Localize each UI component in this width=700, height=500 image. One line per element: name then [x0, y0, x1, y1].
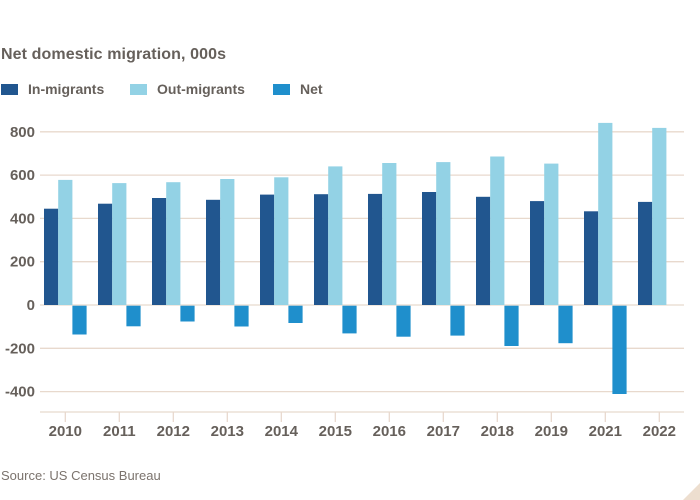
legend-label: Net: [300, 81, 323, 97]
y-axis-label: 400: [10, 210, 35, 227]
bar-in-migrants-2022: [638, 201, 653, 305]
x-axis-label-2016: 2016: [373, 423, 406, 440]
x-axis-label-2017: 2017: [427, 423, 460, 440]
bar-in-migrants-2014: [260, 194, 275, 305]
bar-out-migrants-2018: [490, 156, 505, 305]
bar-in-migrants-2019: [530, 201, 545, 305]
legend-item-in-migrants: In-migrants: [1, 81, 104, 97]
bar-out-migrants-2016: [382, 163, 397, 305]
bar-out-migrants-2022: [652, 127, 667, 306]
bar-out-migrants-2017: [436, 162, 451, 305]
bar-net-2015: [342, 305, 357, 334]
x-axis-label-2014: 2014: [265, 423, 299, 440]
bar-in-migrants-2013: [206, 199, 221, 305]
x-axis-label-2012: 2012: [157, 423, 190, 440]
y-axis-label: 800: [10, 124, 35, 141]
x-axis-label-2010: 2010: [49, 423, 82, 440]
x-axis-label-2013: 2013: [211, 423, 244, 440]
bar-out-migrants-2014: [274, 177, 289, 305]
legend: In-migrants Out-migrants Net: [0, 81, 700, 97]
y-axis-label: 600: [10, 167, 35, 184]
bar-net-2018: [504, 305, 519, 346]
legend-item-out-migrants: Out-migrants: [130, 81, 245, 97]
bar-net-2016: [396, 305, 411, 337]
bar-in-migrants-2015: [314, 194, 329, 305]
x-axis-label-2015: 2015: [319, 423, 352, 440]
legend-item-net: Net: [273, 81, 323, 97]
legend-label: In-migrants: [28, 81, 105, 97]
bar-in-migrants-2018: [476, 196, 491, 306]
bar-out-migrants-2015: [328, 166, 343, 305]
bar-net-2011: [126, 305, 141, 327]
x-axis-label-2019: 2019: [535, 423, 568, 440]
bar-net-2017: [450, 305, 465, 336]
y-axis-label: -400: [5, 384, 35, 401]
chart-title: Net domestic migration, 000s: [1, 46, 227, 63]
x-axis-label-2022: 2022: [643, 423, 676, 440]
legend-swatch-icon: [130, 83, 147, 95]
legend-label: Out-migrants: [157, 81, 245, 97]
bar-out-migrants-2021: [598, 122, 613, 306]
y-axis-label: 0: [27, 297, 35, 314]
bar-in-migrants-2010: [44, 208, 59, 305]
bar-out-migrants-2012: [166, 182, 181, 305]
bar-out-migrants-2013: [220, 179, 235, 305]
bar-out-migrants-2010: [58, 179, 73, 305]
bar-out-migrants-2019: [544, 163, 559, 305]
legend-swatch-icon: [1, 83, 18, 95]
source-note: Source: US Census Bureau: [1, 468, 161, 483]
bar-in-migrants-2016: [368, 193, 383, 305]
legend-swatch-icon: [273, 83, 290, 95]
x-axis-label-2011: 2011: [103, 423, 136, 440]
bar-in-migrants-2021: [584, 211, 599, 305]
bar-net-2019: [558, 305, 573, 344]
bar-in-migrants-2012: [152, 198, 167, 305]
bar-net-2012: [180, 305, 195, 322]
bar-net-2021: [612, 305, 627, 394]
bar-net-2010: [72, 305, 87, 335]
y-axis-label: 200: [10, 254, 35, 271]
y-axis-label: -200: [5, 340, 35, 357]
bar-in-migrants-2011: [98, 203, 113, 305]
bar-net-2014: [288, 305, 303, 323]
bar-net-2013: [234, 305, 249, 327]
bar-in-migrants-2017: [422, 192, 437, 305]
x-axis-label-2018: 2018: [481, 423, 514, 440]
x-axis-label-2021: 2021: [589, 423, 622, 440]
bar-out-migrants-2011: [112, 183, 127, 305]
